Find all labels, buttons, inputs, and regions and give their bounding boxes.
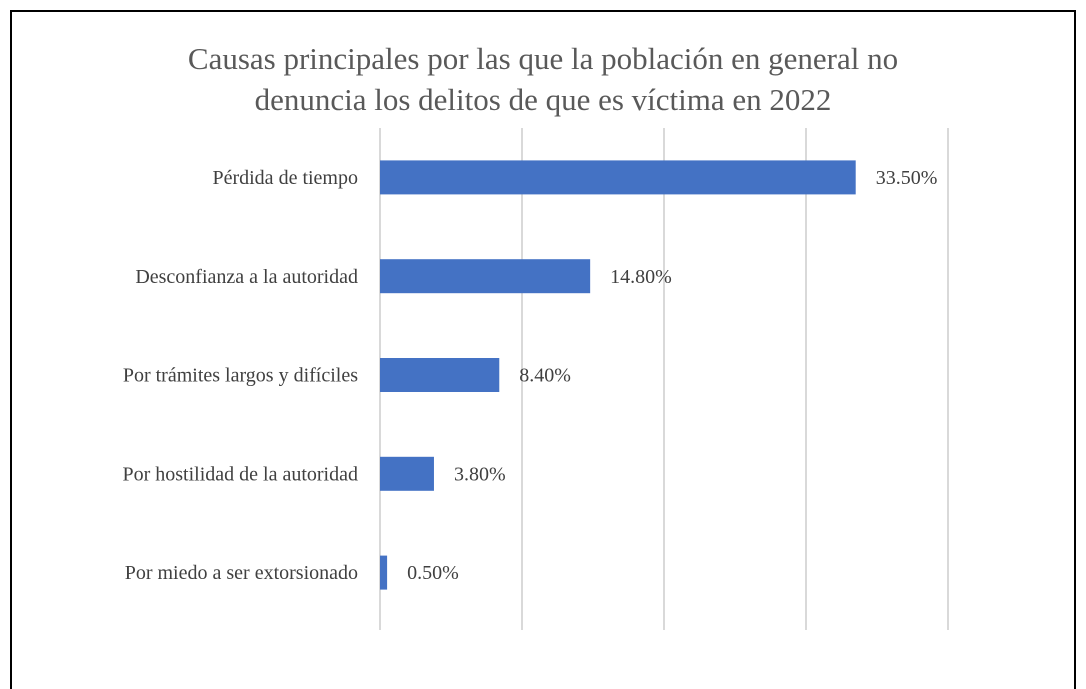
y-tick-label: Por miedo a ser extorsionado bbox=[125, 562, 358, 584]
data-label: 14.80% bbox=[610, 266, 672, 288]
data-label: 0.50% bbox=[407, 562, 459, 584]
chart-title: denuncia los delitos de que es víctima e… bbox=[255, 82, 832, 117]
y-tick-label: Pérdida de tiempo bbox=[212, 167, 358, 189]
bar bbox=[380, 259, 591, 294]
y-tick-label: Por hostilidad de la autoridad bbox=[122, 463, 358, 485]
y-tick-label: Por trámites largos y difíciles bbox=[123, 365, 358, 387]
data-label: 8.40% bbox=[519, 365, 571, 387]
data-label: 33.50% bbox=[876, 167, 938, 189]
bar bbox=[380, 160, 856, 195]
bar bbox=[380, 456, 434, 491]
chart-title: Causas principales por las que la poblac… bbox=[188, 41, 898, 76]
frame bbox=[10, 10, 1076, 689]
y-tick-label: Desconfianza a la autoridad bbox=[135, 266, 358, 288]
bar bbox=[380, 555, 388, 590]
bar bbox=[380, 358, 500, 392]
data-label: 3.80% bbox=[454, 463, 506, 485]
